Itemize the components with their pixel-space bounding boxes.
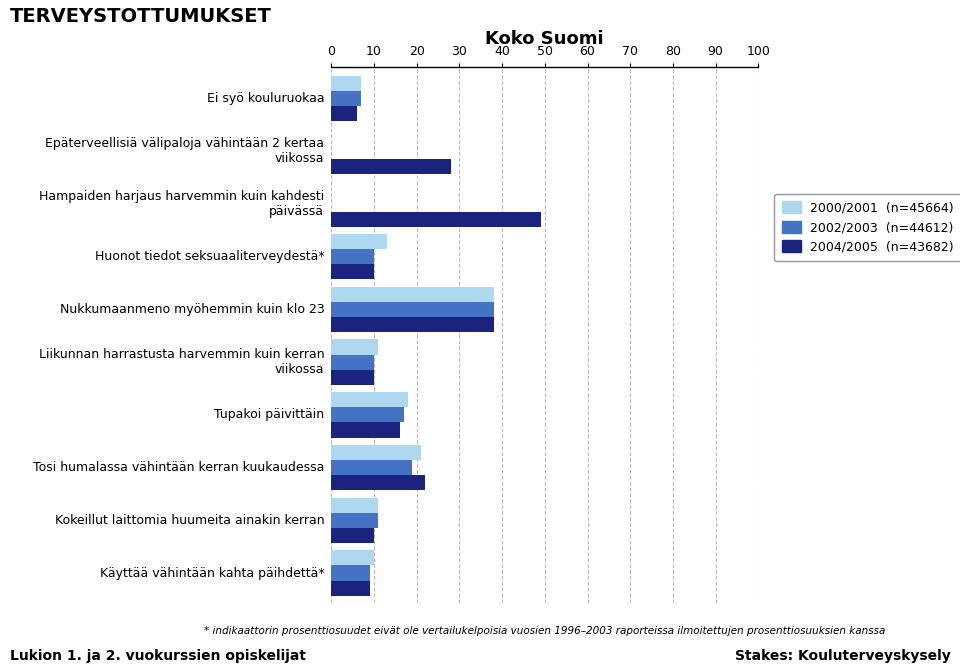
Bar [331, 317, 493, 332]
Text: Lukion 1. ja 2. vuokurssien opiskelijat: Lukion 1. ja 2. vuokurssien opiskelijat [10, 649, 305, 663]
Bar [331, 528, 374, 543]
Bar [331, 392, 408, 407]
Text: Koko Suomi: Koko Suomi [486, 30, 604, 48]
Bar [331, 407, 404, 423]
Bar [331, 423, 399, 438]
Bar [331, 91, 361, 107]
Bar [331, 302, 493, 317]
Bar [331, 249, 374, 265]
Bar [331, 550, 374, 565]
Text: Stakes: Kouluterveyskysely: Stakes: Kouluterveyskysely [734, 649, 950, 663]
Bar [331, 212, 540, 226]
Bar [331, 445, 420, 460]
Text: TERVEYSTOTTUMUKSET: TERVEYSTOTTUMUKSET [10, 7, 272, 25]
Legend: 2000/2001  (n=45664), 2002/2003  (n=44612), 2004/2005  (n=43682): 2000/2001 (n=45664), 2002/2003 (n=44612)… [775, 194, 960, 261]
Bar [331, 107, 357, 121]
Bar [331, 460, 413, 475]
Bar [331, 565, 370, 581]
Bar [331, 513, 378, 528]
Bar [331, 265, 374, 279]
Bar [331, 287, 493, 302]
Bar [331, 234, 387, 249]
Bar [331, 475, 425, 490]
Bar [331, 159, 451, 174]
Bar [331, 581, 370, 596]
Bar [331, 354, 374, 370]
Bar [331, 370, 374, 385]
Bar [331, 498, 378, 513]
Bar [331, 340, 378, 354]
Bar [331, 76, 361, 91]
Text: * indikaattorin prosenttiosuudet eivät ole vertailukelpoisia vuosien 1996–2003 r: * indikaattorin prosenttiosuudet eivät o… [204, 626, 885, 636]
